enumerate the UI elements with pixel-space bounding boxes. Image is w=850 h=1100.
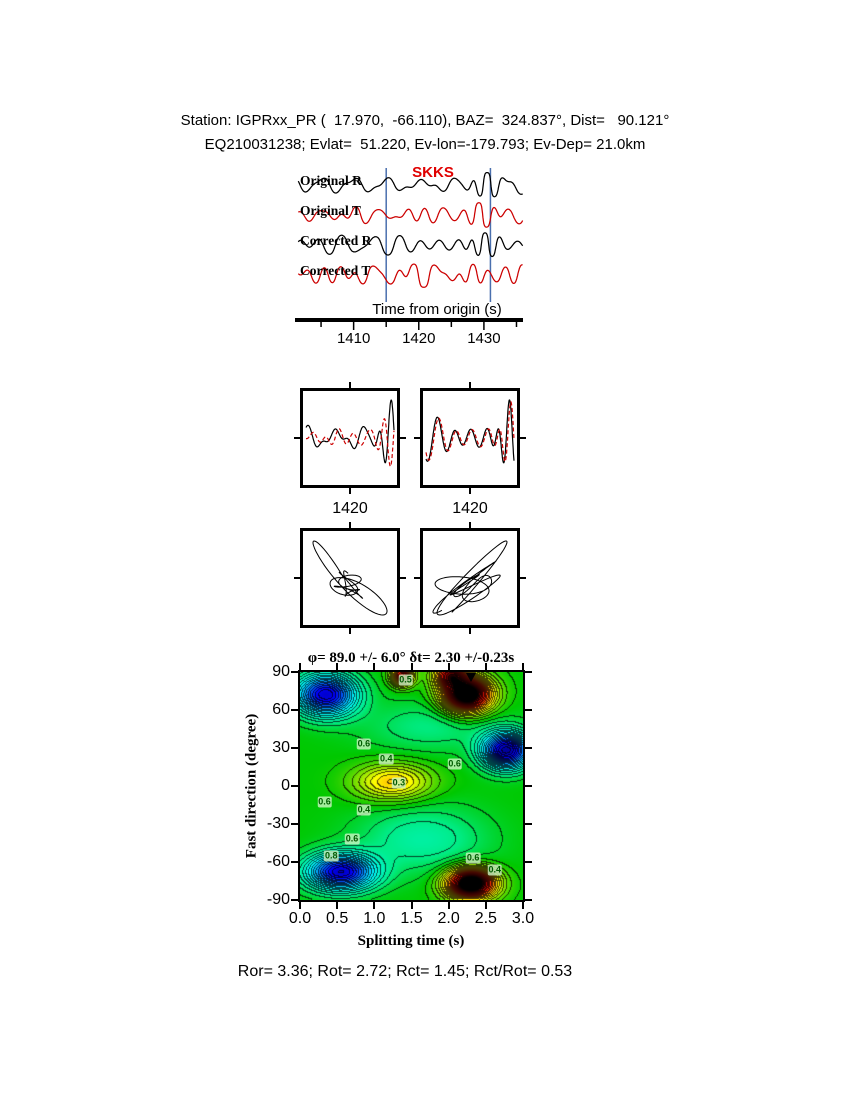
y-tick: [291, 899, 298, 901]
y-tick-label: -30: [266, 815, 290, 832]
trace-label-original-r: Original R: [300, 173, 362, 188]
y-tick-label: 60: [272, 701, 290, 718]
x-tick: [522, 663, 524, 670]
box-tick: [414, 577, 420, 579]
pm1-svg: [312, 540, 388, 616]
box-tick: [294, 437, 300, 439]
x-tick: [447, 902, 450, 909]
box-tick: [520, 437, 526, 439]
result-stats: Ror= 3.36; Rot= 2.72; Rct= 1.45; Rct/Rot…: [237, 963, 573, 980]
seis-tick-label: 1430: [467, 330, 501, 347]
contour-inline-label: 0.6: [465, 852, 481, 864]
box-tick: [349, 488, 351, 494]
x-tick: [299, 902, 301, 909]
pm2-svg: [432, 540, 508, 616]
phase-label: SKKS: [412, 164, 454, 181]
y-tick-label: -60: [266, 853, 290, 870]
contour-inline-label: 0.6: [317, 796, 332, 808]
y-tick: [525, 861, 532, 863]
x-tick: [373, 902, 376, 909]
contour-inline-label: 0.3: [391, 777, 407, 789]
trace-label-original-t: Original T: [300, 203, 361, 218]
y-tick: [291, 785, 298, 787]
x-tick: [522, 902, 524, 909]
y-tick: [525, 747, 532, 749]
contour-canvas: [300, 672, 523, 900]
best-solution-marker: [466, 673, 476, 682]
seismogram-svg: [295, 168, 524, 330]
x-tick: [299, 663, 301, 670]
event-info-line: EQ210031238; Evlat= 51.220, Ev-lon=-179.…: [204, 136, 646, 153]
y-tick: [525, 823, 532, 825]
particle-motion-corrected: [420, 528, 520, 628]
box-tick: [469, 382, 471, 388]
y-tick: [291, 709, 298, 711]
y-tick: [291, 823, 298, 825]
box-tick: [469, 522, 471, 528]
y-tick: [525, 899, 532, 901]
x-tick-label: 0.5: [326, 910, 349, 927]
zoom1-svg: [305, 399, 395, 467]
contour-inline-label: 0.4: [487, 864, 503, 876]
x-tick: [336, 663, 339, 670]
y-tick: [291, 861, 298, 863]
contour-inline-label: 0.4: [356, 804, 372, 816]
box-tick: [349, 522, 351, 528]
y-tick-label: 0: [281, 777, 290, 794]
seis-tick-label: 1420: [402, 330, 436, 347]
station-info-line: Station: IGPRxx_PR ( 17.970, -66.110), B…: [180, 112, 670, 129]
waveform-zoom-panel-corrected: [420, 388, 520, 488]
x-tick: [484, 902, 487, 909]
box-tick: [349, 382, 351, 388]
x-tick-label: 2.5: [474, 910, 497, 927]
x-tick: [410, 663, 413, 670]
y-tick: [525, 671, 532, 673]
particle-motion-original: [300, 528, 400, 628]
x-tick: [484, 663, 487, 670]
contour-inline-label: 0.6: [356, 738, 372, 750]
zoom2-tick-label: 1420: [452, 500, 488, 517]
y-tick: [525, 709, 532, 711]
box-tick: [400, 577, 406, 579]
x-tick-label: 1.0: [363, 910, 386, 927]
waveform-zoom-panel-original: [300, 388, 400, 488]
trace-label-corrected-r: Corrected R: [300, 233, 372, 248]
seis-tick-label: 1410: [336, 330, 371, 347]
y-tick: [291, 671, 298, 673]
contour-inline-label: 0.5: [398, 674, 413, 686]
time-axis-title: Time from origin (s): [372, 301, 502, 318]
x-tick: [373, 663, 376, 670]
box-tick: [469, 628, 471, 634]
box-tick: [294, 577, 300, 579]
contour-inline-label: 0.4: [378, 753, 394, 765]
contour-inline-label: 0.6: [447, 758, 462, 770]
box-tick: [400, 437, 406, 439]
y-tick: [525, 785, 532, 787]
y-tick-label: 30: [272, 739, 290, 756]
contour-inline-label: 0.8: [323, 850, 339, 862]
x-axis-label: Splitting time (s): [357, 933, 465, 949]
contour-inline-label: 0.6: [344, 833, 360, 845]
box-tick: [414, 437, 420, 439]
box-tick: [349, 628, 351, 634]
x-tick-label: 3.0: [511, 910, 535, 927]
zoom1-tick-label: 1420: [332, 500, 368, 517]
x-tick: [336, 902, 339, 909]
y-tick-label: -90: [266, 891, 290, 908]
trace-label-corrected-t: Corrected T: [300, 263, 371, 278]
x-tick-label: 1.5: [400, 910, 423, 927]
box-tick: [469, 488, 471, 494]
box-tick: [520, 577, 526, 579]
x-tick: [447, 663, 450, 670]
y-tick: [291, 747, 298, 749]
x-tick-label: 0.0: [288, 910, 312, 927]
y-tick-label: 90: [272, 663, 290, 680]
x-tick: [410, 902, 413, 909]
contour-title: φ= 89.0 +/- 6.0° δt= 2.30 +/-0.23s: [307, 650, 515, 666]
zoom2-svg: [425, 399, 515, 464]
x-tick-label: 2.0: [437, 910, 460, 927]
